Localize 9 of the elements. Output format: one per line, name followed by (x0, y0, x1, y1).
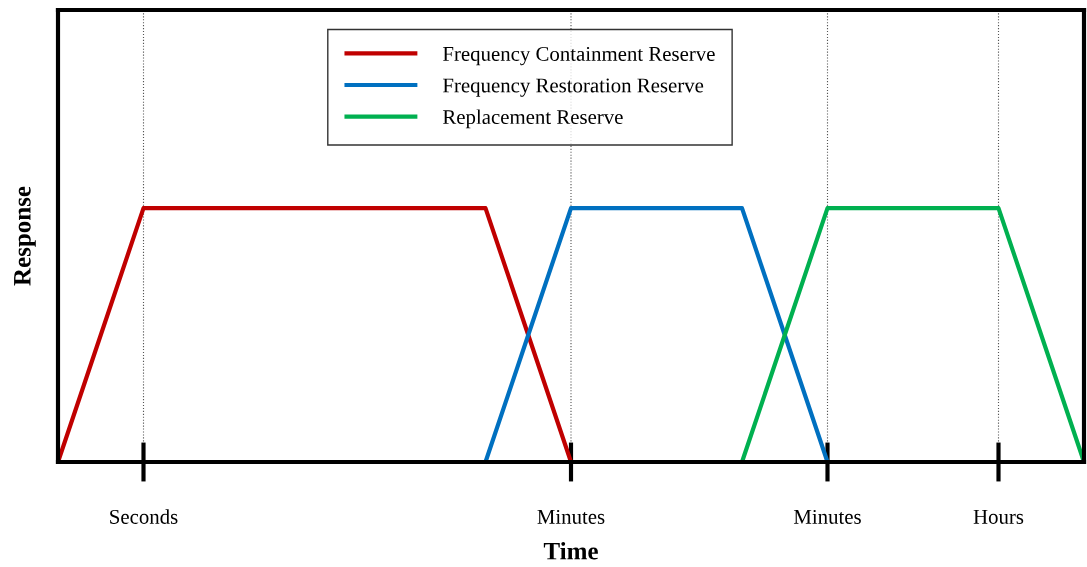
x-tick-label: Minutes (537, 509, 605, 524)
x-tick-label: Seconds (110, 509, 178, 524)
legend-label: Replacement Reserve (442, 109, 623, 129)
legend-label: Frequency Restoration Reserve (442, 78, 704, 97)
x-tick-label: Minutes (793, 509, 861, 524)
legend-label: Frequency Containment Reserve (442, 46, 715, 66)
y-axis-title: Response (14, 186, 36, 286)
x-tick-label: Hours (973, 510, 1024, 524)
x-axis-title: Time (543, 542, 598, 560)
